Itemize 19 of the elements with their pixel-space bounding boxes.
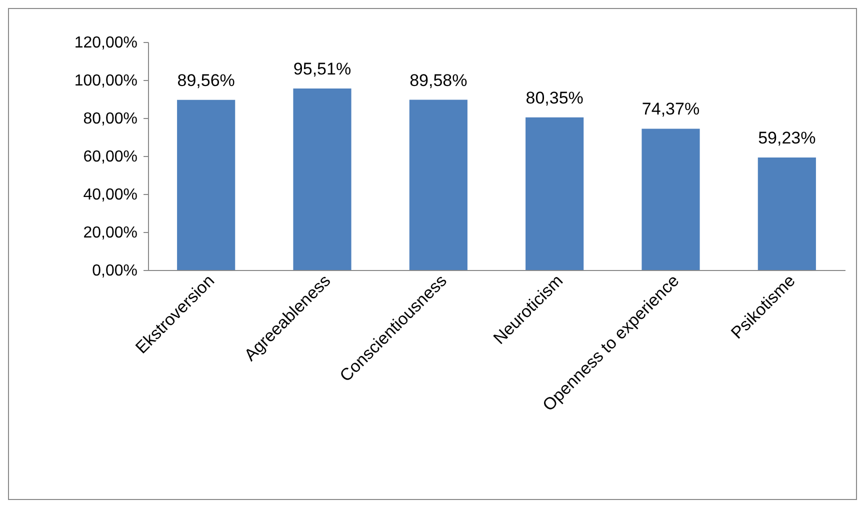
y-tick-label: 100,00% [74,72,138,90]
bar [526,117,584,270]
data-label: 89,56% [177,70,235,90]
y-tick-label: 40,00% [83,186,138,204]
data-label: 80,35% [526,88,584,108]
data-label: 95,51% [293,60,352,79]
y-tick-label: 80,00% [83,110,138,128]
data-label: 89,58% [410,70,468,90]
y-tick-label: 0,00% [92,262,138,280]
bar [642,128,700,270]
y-tick-label: 20,00% [83,224,138,242]
bar [758,157,816,270]
bar [177,100,236,270]
y-tick-label: 60,00% [83,148,138,166]
data-label: 59,23% [758,128,816,148]
y-tick-label: 120,00% [74,34,138,52]
bar [293,88,352,270]
bar [409,100,468,270]
data-label: 74,37% [642,100,700,119]
